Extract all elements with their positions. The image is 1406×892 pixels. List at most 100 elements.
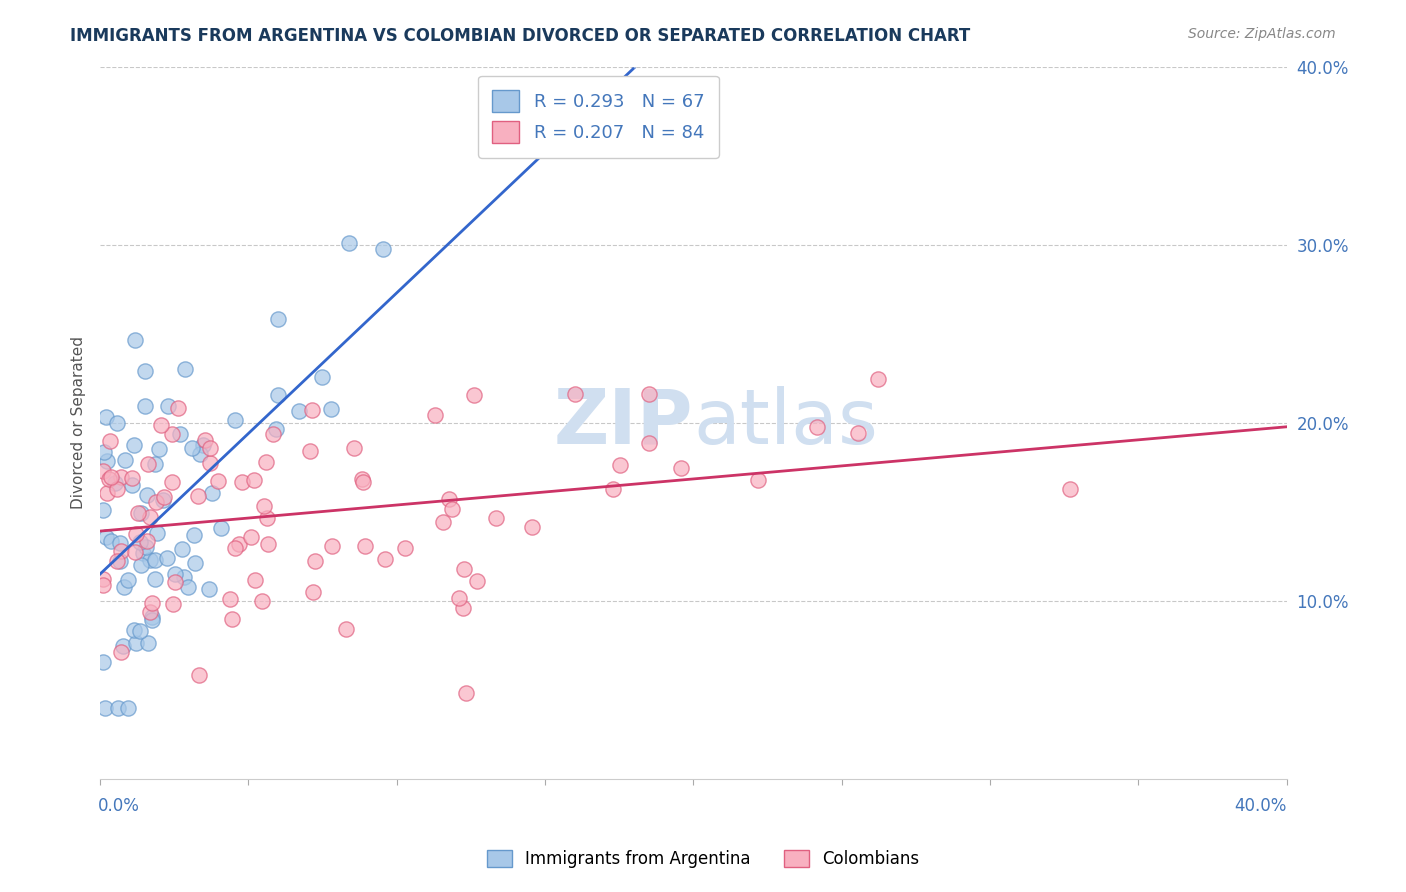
Point [141,610,163,624]
Point [423,408,446,422]
Point [108,554,131,568]
Point [197,582,219,596]
Point [96,454,118,468]
Point [352,475,374,489]
Point [93,445,115,459]
Point [671,461,693,475]
Point [520,520,543,534]
Point [467,574,489,589]
Point [143,572,166,586]
Point [117,701,139,715]
Point [198,441,221,455]
Point [174,362,197,376]
Point [105,553,128,567]
Point [149,417,172,432]
Point [602,482,624,496]
Point [374,551,396,566]
Point [134,400,156,414]
Point [124,333,146,347]
Point [747,474,769,488]
Point [145,495,167,509]
Point [243,574,266,588]
Point [128,624,150,638]
Point [94,701,117,715]
Point [253,500,276,514]
Point [141,596,163,610]
Point [868,371,890,385]
Point [93,577,115,591]
Point [135,540,157,554]
Point [304,554,326,568]
Point [98,434,121,448]
Point [371,242,394,256]
Point [437,491,460,506]
Point [146,525,169,540]
Point [256,511,278,525]
Point [138,509,160,524]
Point [91,572,114,586]
Point [262,427,284,442]
Point [609,458,631,473]
Point [209,521,232,535]
Point [173,570,195,584]
Point [104,476,127,491]
Point [638,436,661,450]
Point [454,686,477,700]
Point [91,503,114,517]
Point [267,388,290,402]
Point [125,527,148,541]
Point [121,477,143,491]
Point [228,537,250,551]
Point [177,580,200,594]
Point [124,623,146,637]
Point [105,482,128,496]
Point [143,457,166,471]
Point [463,388,485,402]
Point [231,475,253,489]
Point [239,530,262,544]
Point [165,575,187,590]
Point [350,472,373,486]
Point [207,474,229,488]
Point [353,539,375,553]
Point [110,645,132,659]
Point [152,493,174,508]
Point [125,635,148,649]
Point [117,573,139,587]
Point [394,541,416,556]
Point [148,442,170,456]
Point [136,636,159,650]
Point [806,420,828,434]
Point [153,491,176,505]
Point [110,469,132,483]
Point [156,550,179,565]
Point [201,486,224,500]
Point [105,416,128,430]
Point [321,539,343,553]
Point [96,486,118,500]
Point [184,556,207,570]
Text: 0.0%: 0.0% [98,797,139,815]
Point [319,402,342,417]
Point [287,404,309,418]
Y-axis label: Divorced or Separated: Divorced or Separated [72,336,86,509]
Text: Source: ZipAtlas.com: Source: ZipAtlas.com [1188,27,1336,41]
Point [183,528,205,542]
Point [257,537,280,551]
Point [337,235,360,250]
Point [138,605,160,619]
Point [157,399,180,413]
Point [131,558,153,572]
Point [267,312,290,326]
Point [91,464,114,478]
Point [194,433,217,447]
Point [335,622,357,636]
Point [432,515,454,529]
Point [224,541,246,555]
Point [114,453,136,467]
Point [124,545,146,559]
Point [167,401,190,416]
Point [134,364,156,378]
Point [243,473,266,487]
Point [302,585,325,599]
